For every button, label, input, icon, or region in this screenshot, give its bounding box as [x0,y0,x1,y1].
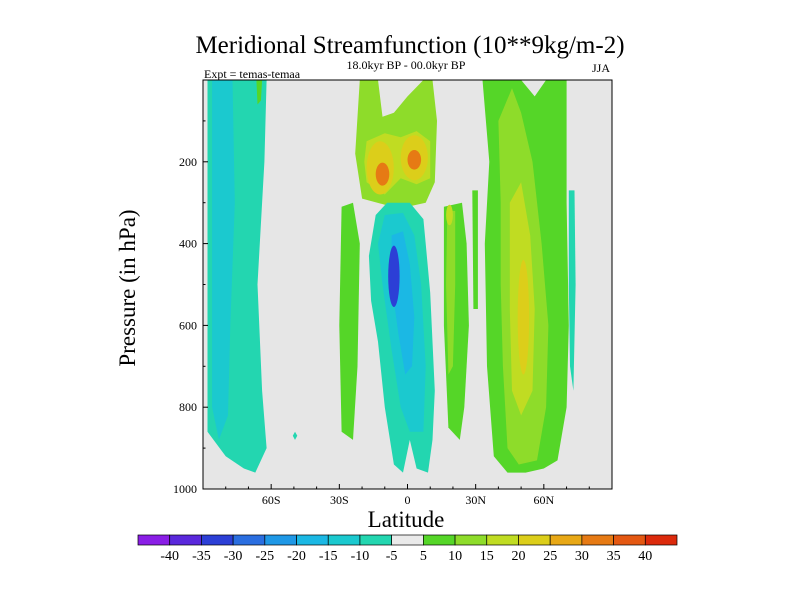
arctic-negative-sliver [568,190,576,391]
northern-tropical-inner [446,210,456,375]
colorbar-label: -5 [386,549,398,564]
y-tick-label: 1000 [173,482,197,496]
colorbar-box [264,534,297,546]
x-axis: 60S 30S 0 30N 60N [202,484,613,507]
y-axis-label: Pressure (in hPa) [115,209,140,366]
colorbar-box [613,534,646,546]
southern-tropical-flank [339,202,360,440]
season-label: JJA [592,61,610,75]
colorbar: -40 -35 -30 -25 -20 -15 -10 -5 5 10 15 20 25 30 35 40 [137,534,678,564]
plot-area [202,79,613,490]
x-tick-label: 30N [465,493,486,507]
colorbar-box [454,534,488,546]
experiment-label: Expt = temas-temaa [204,67,301,81]
northern-tropical-sliver [472,190,478,309]
colorbar-box [232,534,266,546]
x-tick-label: 60N [533,493,554,507]
colorbar-box [486,534,519,546]
x-tick-label: 60S [262,493,281,507]
isolated-negative-spot [292,431,298,440]
upper-tropical-max-west [375,162,390,186]
colorbar-box [201,534,234,546]
colorbar-box [137,534,171,546]
mid-latitude-positive-core [517,259,530,375]
colorbar-label: -10 [351,549,370,564]
x-tick-label: 30S [330,493,349,507]
polar-positive-sliver [256,80,263,105]
colorbar-box [359,534,393,546]
chart-title: Meridional Streamfunction (10**9kg/m-2) [195,32,624,59]
colorbar-label: 10 [448,549,462,564]
colorbar-label: 20 [512,549,526,564]
colorbar-box [327,534,361,546]
colorbar-box [549,534,583,546]
colorbar-label: -15 [319,549,338,564]
colorbar-box [391,534,424,546]
y-tick-label: 600 [179,318,197,332]
colorbar-box [423,534,456,546]
colorbar-label: 35 [607,549,621,564]
colorbar-box [169,534,202,546]
colorbar-box [518,534,551,546]
colorbar-label: -25 [255,549,274,564]
y-tick-label: 200 [179,155,197,169]
colorbar-label: -40 [160,549,179,564]
colorbar-label: 15 [480,549,494,564]
x-tick-label: 0 [405,493,411,507]
x-axis-label: Latitude [368,507,445,532]
y-axis: 200 400 600 800 1000 [173,120,208,496]
colorbar-box [581,534,614,546]
antarctic-negative-core [212,80,235,440]
colorbar-label: -35 [192,549,211,564]
colorbar-label: -30 [224,549,243,564]
chart-subtitle: 18.0kyr BP - 00.0kyr BP [347,58,466,72]
colorbar-label: -20 [287,549,306,564]
colorbar-label: 5 [420,549,427,564]
y-tick-label: 400 [179,237,197,251]
colorbar-label: 30 [575,549,589,564]
colorbar-box [644,534,678,546]
equatorial-negative-core [388,245,400,307]
northern-tropical-peak [446,204,453,226]
colorbar-label: 25 [543,549,557,564]
y-tick-label: 800 [179,400,197,414]
colorbar-box [296,534,329,546]
upper-tropical-max-east [407,150,422,170]
colorbar-label: 40 [638,549,652,564]
